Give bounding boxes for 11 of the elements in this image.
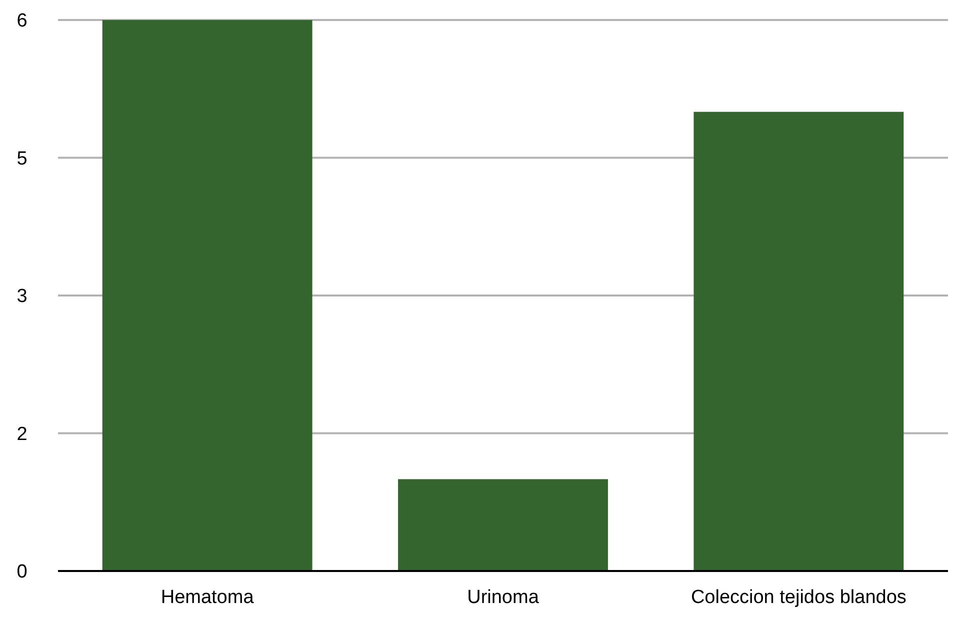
y-tick-label: 6 — [16, 10, 28, 32]
y-tick-label: 2 — [16, 424, 28, 445]
bar — [694, 112, 904, 571]
y-tick-label: 5 — [16, 148, 28, 170]
y-tick-label: 0 — [16, 562, 28, 583]
bar — [102, 20, 312, 571]
x-tick-label: Hematoma — [160, 587, 254, 608]
x-tick-label: Urinoma — [467, 587, 540, 608]
x-tick-label: Coleccion tejidos blandos — [690, 587, 906, 608]
bar — [398, 479, 608, 571]
y-tick-label: 3 — [16, 286, 28, 308]
